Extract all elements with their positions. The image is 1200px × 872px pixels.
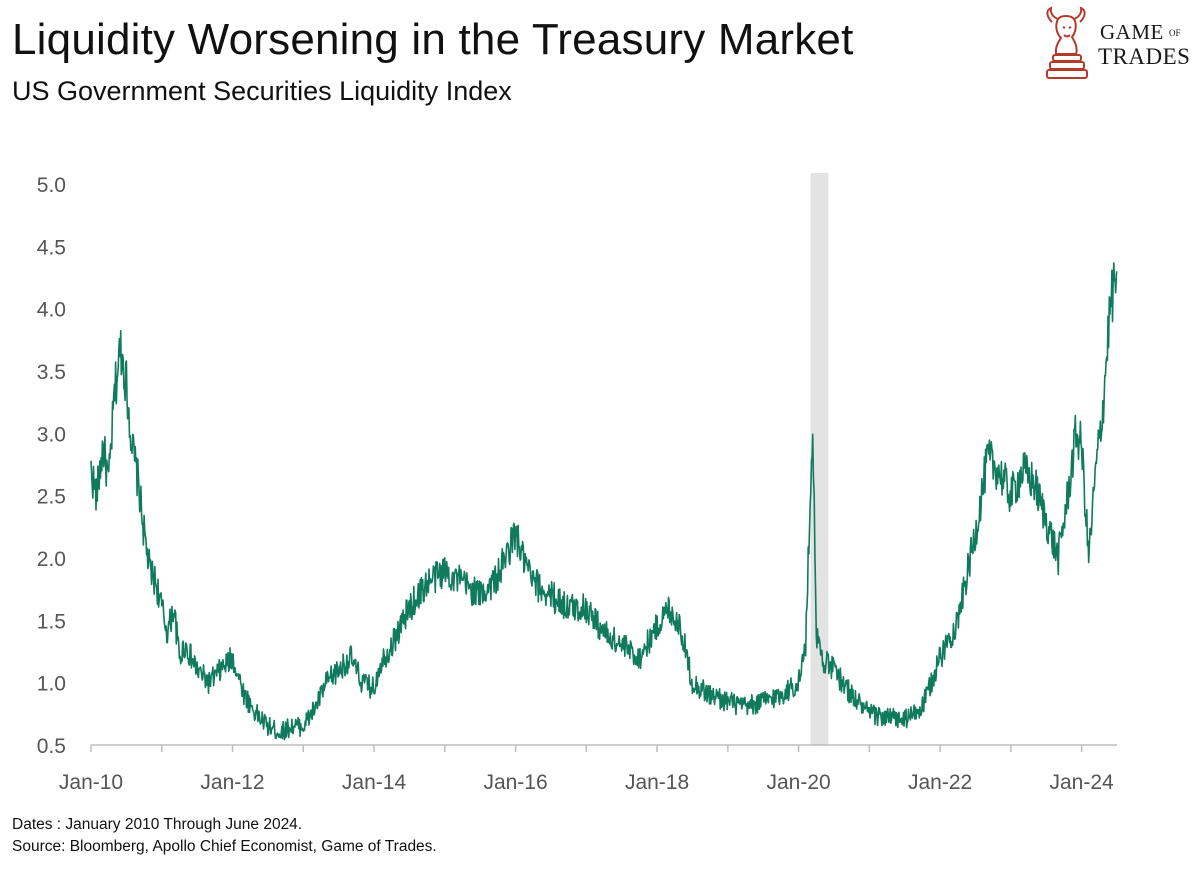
x-tick-label: Jan-10 <box>59 771 123 794</box>
y-tick-label: 3.0 <box>37 423 66 446</box>
chart-title: Liquidity Worsening in the Treasury Mark… <box>12 15 854 64</box>
y-tick-label: 4.5 <box>37 236 66 259</box>
axis-layer <box>90 744 1117 752</box>
series-layer <box>90 262 1118 741</box>
dates-note: Dates : January 2010 Through June 2024. <box>12 816 303 833</box>
bull-knight-icon <box>1046 6 1088 79</box>
x-tick-label: Jan-14 <box>342 771 407 794</box>
y-tick-label: 2.5 <box>37 486 66 509</box>
x-tick-label: Jan-20 <box>766 771 830 794</box>
chart-notes: Dates : January 2010 Through June 2024. … <box>12 814 437 858</box>
y-tick-label: 4.0 <box>37 299 66 322</box>
logo-text-of: OF <box>1169 28 1181 38</box>
liquidity-index-line <box>90 262 1118 741</box>
chart-subtitle: US Government Securities Liquidity Index <box>12 76 512 106</box>
logo-text-game: GAME <box>1100 20 1164 44</box>
y-tick-label: 0.5 <box>37 735 66 758</box>
y-tick-label: 2.0 <box>37 548 66 571</box>
y-tick-label: 1.5 <box>37 610 66 633</box>
y-tick-label: 1.0 <box>37 673 66 696</box>
y-tick-label: 3.5 <box>37 361 66 384</box>
x-tick-label: Jan-18 <box>625 771 689 794</box>
game-of-trades-logo: GAME OF TRADES <box>1042 6 1192 82</box>
x-tick-label: Jan-12 <box>200 771 264 794</box>
liquidity-index-chart: 0.5 1.0 1.5 2.0 2.5 3.0 3.5 4.0 4.5 5.0 Jan-10 Jan-… <box>37 173 1118 794</box>
source-note: Source: Bloomberg, Apollo Chief Economis… <box>12 838 437 855</box>
x-tick-label: Jan-24 <box>1050 771 1115 794</box>
x-tick-label: Jan-16 <box>483 771 547 794</box>
y-tick-label: 5.0 <box>37 174 66 197</box>
x-tick-label: Jan-22 <box>908 771 972 794</box>
logo-text-trades: TRADES <box>1098 44 1191 69</box>
tick-label-layer: 0.5 1.0 1.5 2.0 2.5 3.0 3.5 4.0 4.5 5.0 Jan-10 Jan-… <box>37 174 1114 794</box>
